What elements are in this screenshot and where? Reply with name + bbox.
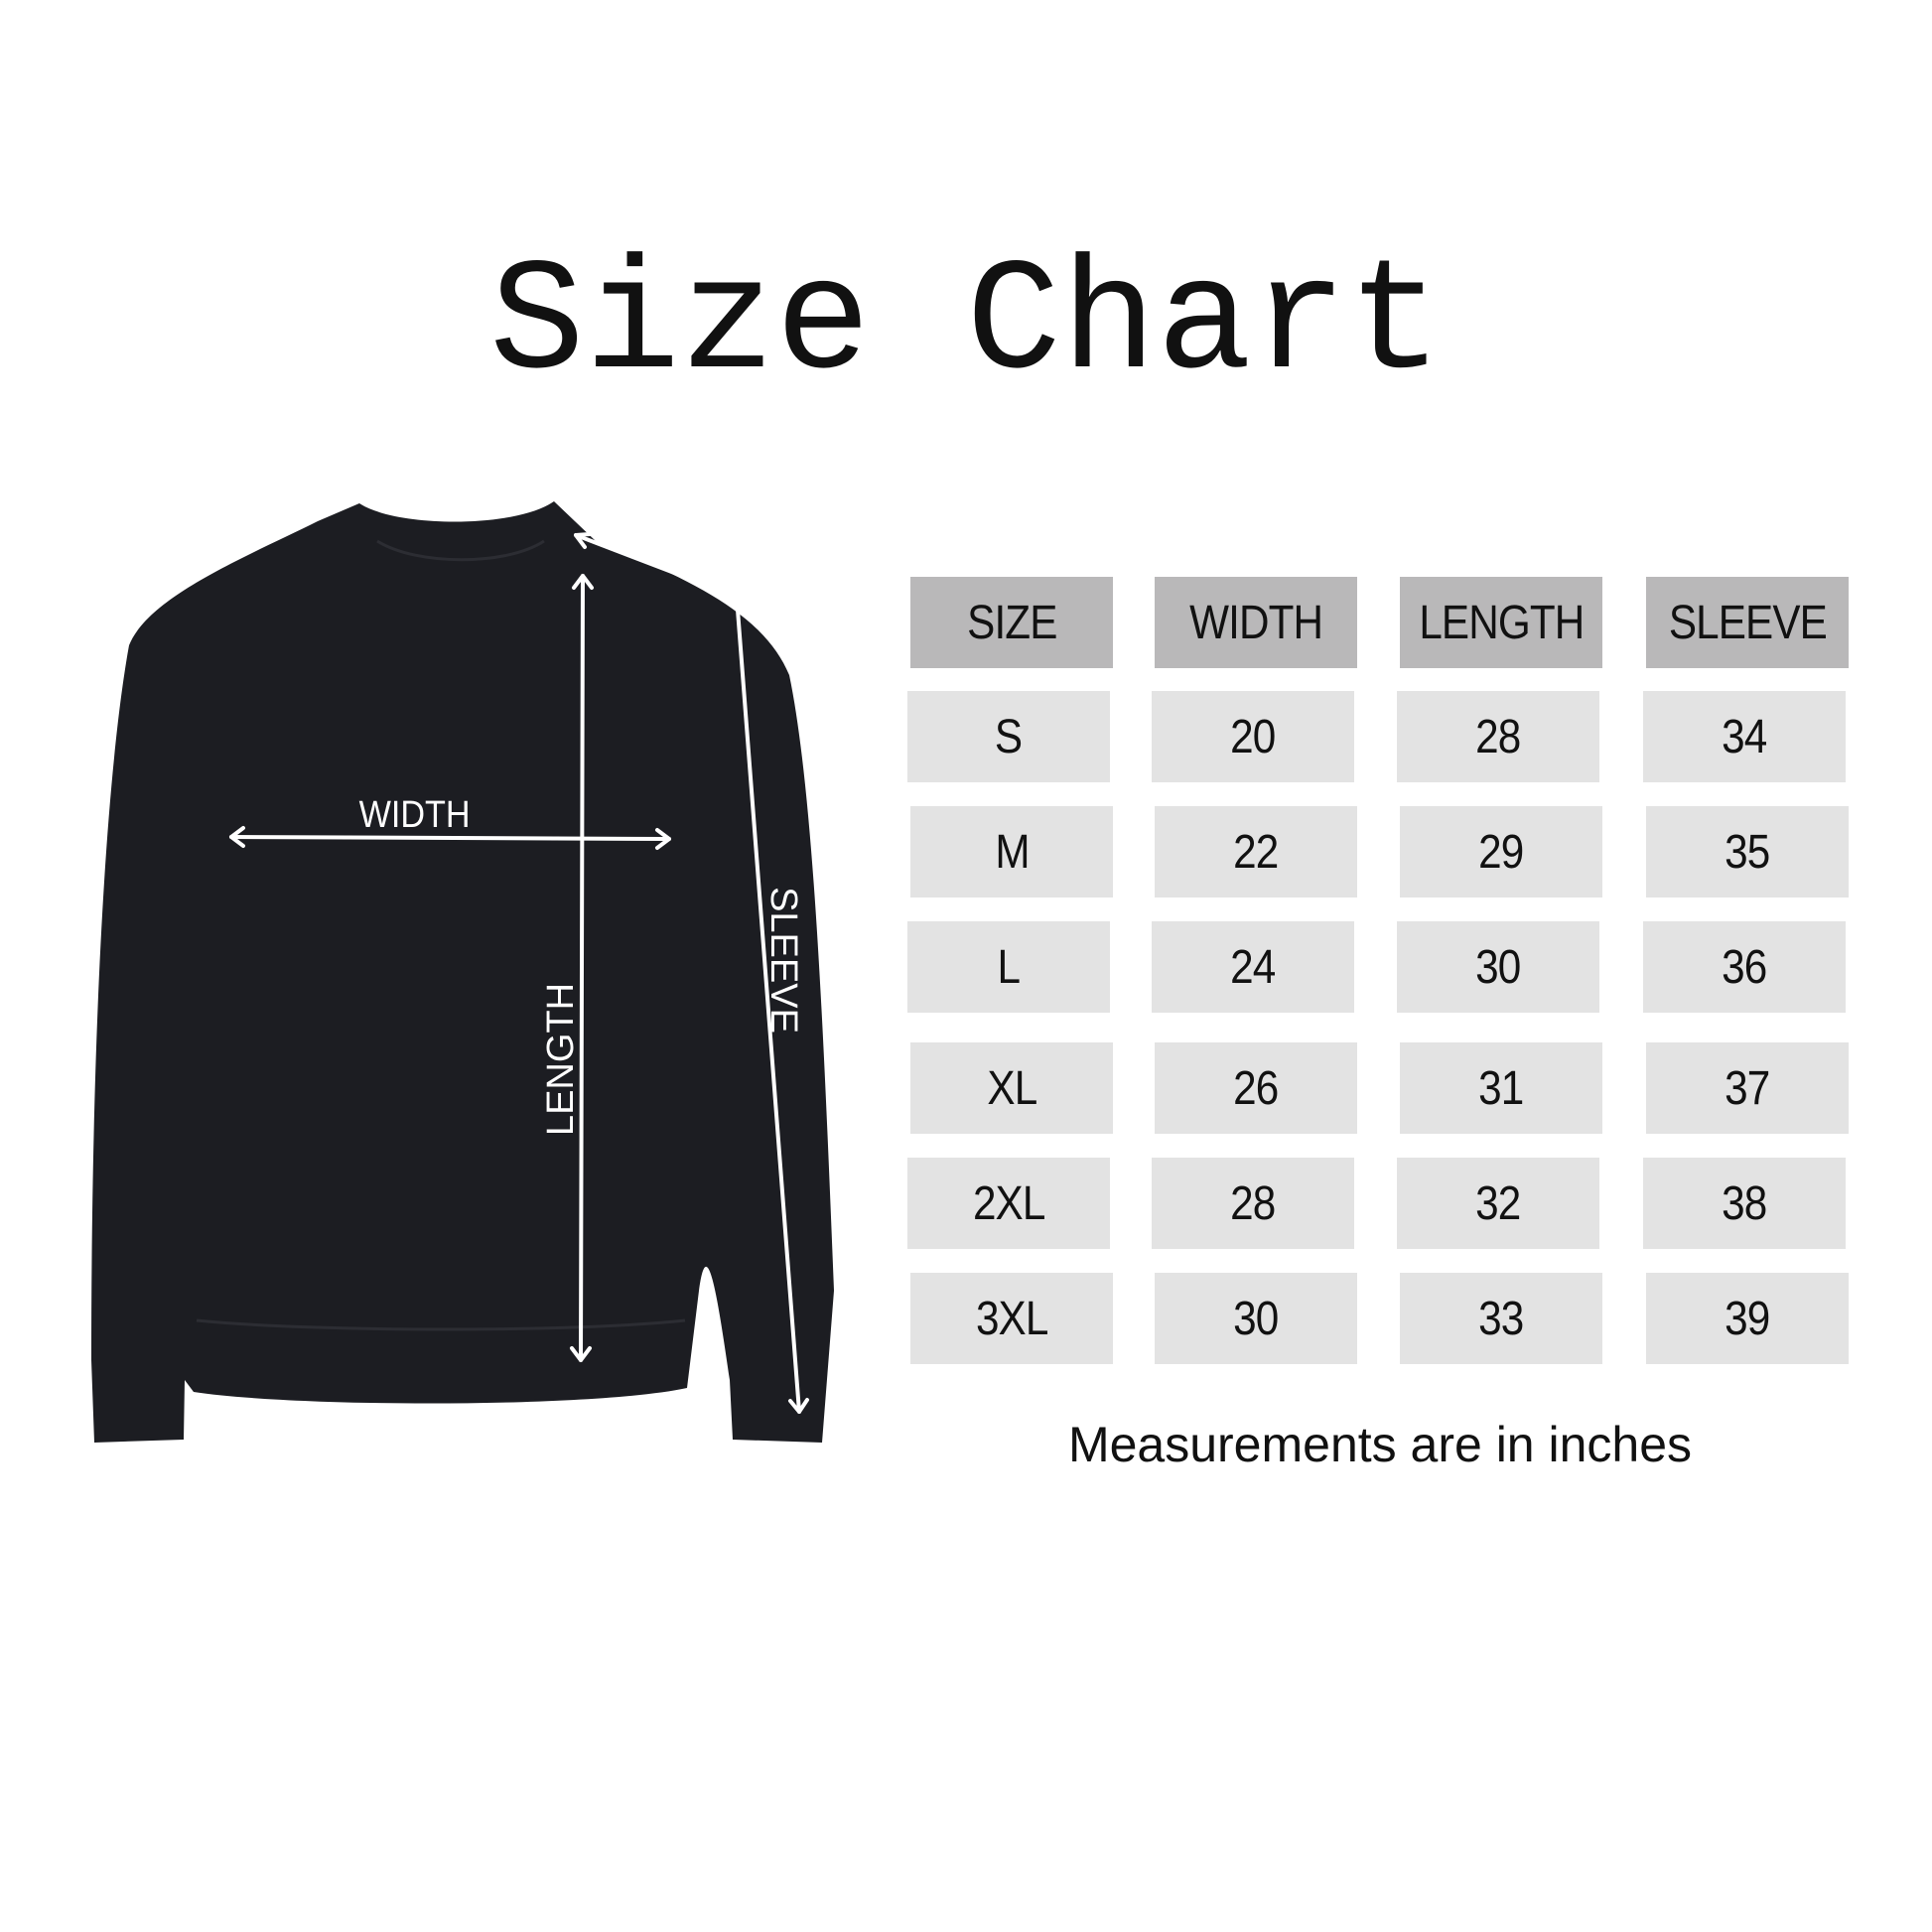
- cell-width: 24: [1152, 921, 1354, 1013]
- header-width: WIDTH: [1155, 577, 1357, 668]
- cell-sleeve: 36: [1643, 921, 1846, 1013]
- cell-length: 33: [1400, 1273, 1602, 1364]
- cell-length: 30: [1397, 921, 1599, 1013]
- cell-sleeve: 38: [1643, 1158, 1846, 1249]
- cell-sleeve: 39: [1646, 1273, 1849, 1364]
- cell-value: 39: [1725, 1292, 1770, 1345]
- cell-width: 26: [1155, 1042, 1357, 1134]
- cell-size: M: [910, 806, 1113, 897]
- cell-value: XL: [987, 1061, 1037, 1115]
- cell-value: S: [995, 710, 1023, 763]
- cell-value: 35: [1725, 825, 1770, 879]
- header-label: SLEEVE: [1668, 596, 1827, 649]
- cell-length: 31: [1400, 1042, 1602, 1134]
- cell-value: 22: [1233, 825, 1279, 879]
- width-label: WIDTH: [359, 792, 471, 835]
- cell-sleeve: 35: [1646, 806, 1849, 897]
- cell-width: 20: [1152, 691, 1354, 782]
- cell-value: 28: [1230, 1176, 1276, 1230]
- cell-value: 36: [1722, 940, 1767, 994]
- cell-size: L: [907, 921, 1110, 1013]
- header-sleeve: SLEEVE: [1646, 577, 1849, 668]
- cell-sleeve: 37: [1646, 1042, 1849, 1134]
- hem-seam: [196, 1318, 686, 1331]
- cell-width: 28: [1152, 1158, 1354, 1249]
- cell-value: 2XL: [972, 1176, 1045, 1230]
- cell-width: 22: [1155, 806, 1357, 897]
- cell-value: 33: [1478, 1292, 1524, 1345]
- cell-value: 30: [1475, 940, 1521, 994]
- cell-value: 38: [1722, 1176, 1767, 1230]
- cell-value: 29: [1478, 825, 1524, 879]
- cell-value: 24: [1230, 940, 1276, 994]
- sleeve-arrow: [574, 532, 809, 1414]
- cell-value: 31: [1478, 1061, 1524, 1115]
- sleeve-label: SLEEVE: [762, 887, 804, 1034]
- width-arrow: [229, 826, 671, 850]
- sweatshirt-image: [91, 501, 834, 1443]
- cell-value: 37: [1725, 1061, 1770, 1115]
- cell-value: 20: [1230, 710, 1276, 763]
- cell-sleeve: 34: [1643, 691, 1846, 782]
- measurement-note: Measurements are in inches: [1067, 1417, 1693, 1472]
- cell-width: 30: [1155, 1273, 1357, 1364]
- collar-seam: [376, 539, 545, 562]
- length-arrow: [570, 574, 594, 1362]
- cell-size: 3XL: [910, 1273, 1113, 1364]
- cell-length: 32: [1397, 1158, 1599, 1249]
- header-label: WIDTH: [1188, 596, 1323, 649]
- header-length: LENGTH: [1400, 577, 1602, 668]
- cell-value: 34: [1722, 710, 1767, 763]
- cell-size: 2XL: [907, 1158, 1110, 1249]
- cell-length: 29: [1400, 806, 1602, 897]
- cell-value: L: [997, 940, 1021, 994]
- header-size: SIZE: [910, 577, 1113, 668]
- length-label: LENGTH: [540, 983, 582, 1136]
- page-title: Size Chart: [488, 235, 1444, 415]
- cell-size: S: [907, 691, 1110, 782]
- cell-value: 26: [1233, 1061, 1279, 1115]
- cell-value: 28: [1475, 710, 1521, 763]
- cell-length: 28: [1397, 691, 1599, 782]
- cell-value: 3XL: [975, 1292, 1048, 1345]
- cell-value: 32: [1475, 1176, 1521, 1230]
- header-label: SIZE: [966, 596, 1057, 649]
- header-label: LENGTH: [1418, 596, 1585, 649]
- cell-value: 30: [1233, 1292, 1279, 1345]
- cell-value: M: [994, 825, 1030, 879]
- cell-size: XL: [910, 1042, 1113, 1134]
